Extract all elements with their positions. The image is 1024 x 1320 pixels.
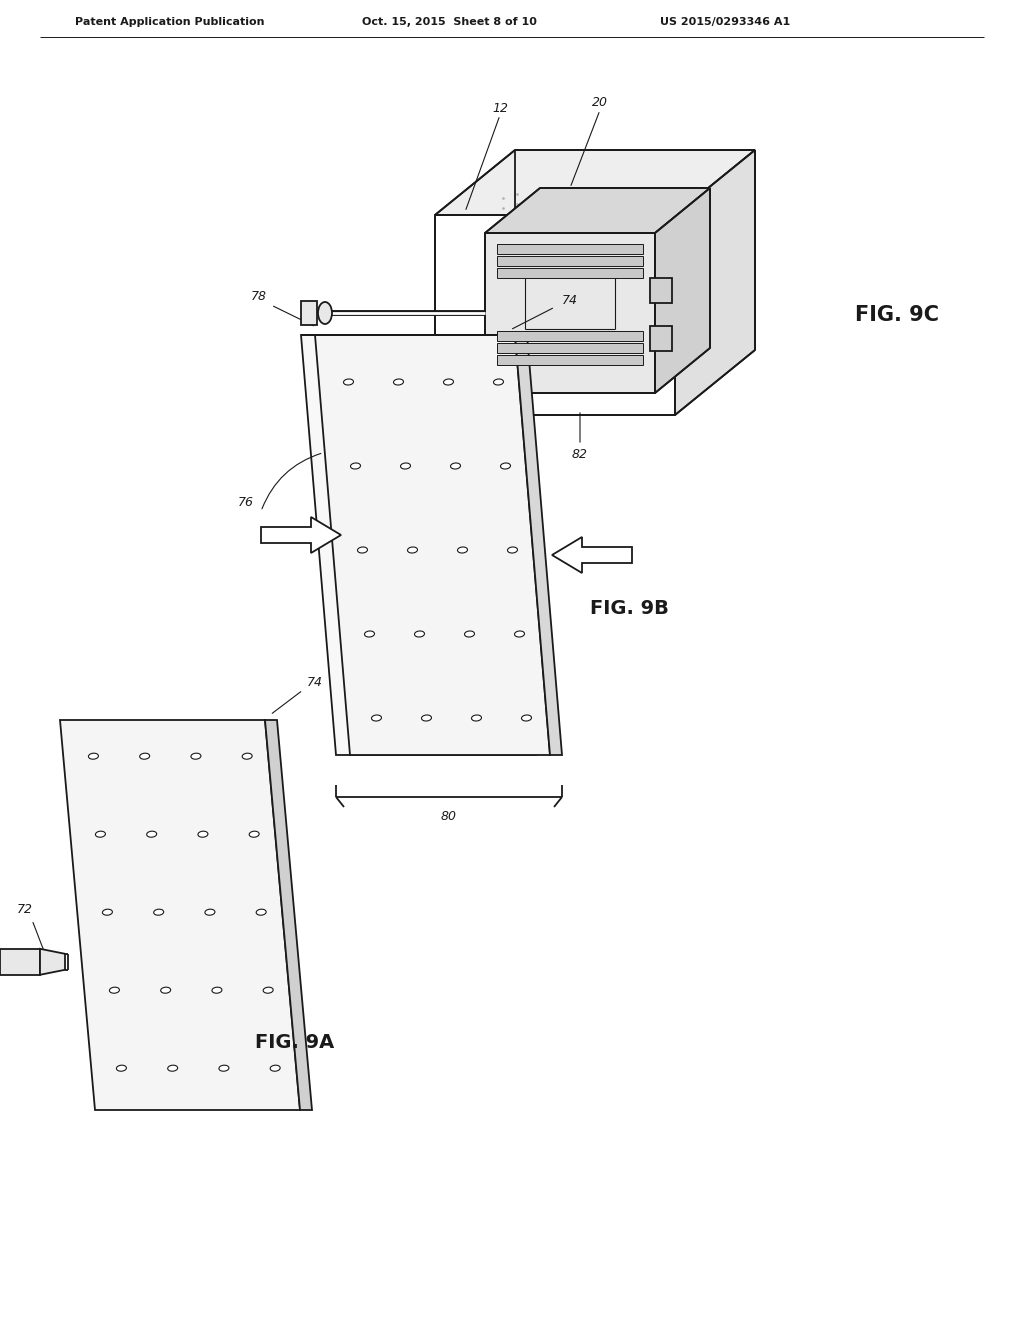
Polygon shape [650, 326, 672, 351]
Ellipse shape [408, 546, 418, 553]
Ellipse shape [357, 546, 368, 553]
Ellipse shape [205, 909, 215, 915]
Ellipse shape [95, 832, 105, 837]
Text: 74: 74 [562, 293, 578, 306]
Polygon shape [497, 343, 643, 352]
Text: 76: 76 [238, 496, 254, 510]
Text: Patent Application Publication: Patent Application Publication [75, 17, 264, 26]
Text: Oct. 15, 2015  Sheet 8 of 10: Oct. 15, 2015 Sheet 8 of 10 [362, 17, 537, 26]
Ellipse shape [343, 379, 353, 385]
Polygon shape [515, 335, 562, 755]
Polygon shape [435, 150, 755, 215]
Ellipse shape [501, 463, 511, 469]
Text: FIG. 9A: FIG. 9A [255, 1032, 335, 1052]
Polygon shape [497, 355, 643, 366]
Ellipse shape [365, 631, 375, 638]
Polygon shape [265, 719, 312, 1110]
Polygon shape [552, 537, 632, 573]
Ellipse shape [249, 832, 259, 837]
Ellipse shape [263, 987, 273, 993]
Ellipse shape [139, 754, 150, 759]
Text: FIG. 9B: FIG. 9B [590, 598, 669, 618]
Text: 82: 82 [572, 449, 588, 462]
Ellipse shape [212, 987, 222, 993]
Ellipse shape [243, 754, 252, 759]
Ellipse shape [422, 715, 431, 721]
Polygon shape [675, 150, 755, 414]
Polygon shape [655, 187, 710, 393]
Text: US 2015/0293346 A1: US 2015/0293346 A1 [660, 17, 791, 26]
Polygon shape [315, 335, 550, 755]
Ellipse shape [117, 1065, 126, 1072]
Polygon shape [497, 331, 643, 341]
Ellipse shape [393, 379, 403, 385]
Ellipse shape [443, 379, 454, 385]
Polygon shape [40, 949, 65, 974]
Ellipse shape [161, 987, 171, 993]
Ellipse shape [219, 1065, 229, 1072]
Ellipse shape [465, 631, 474, 638]
Ellipse shape [400, 463, 411, 469]
Text: 74: 74 [307, 676, 323, 689]
Polygon shape [650, 279, 672, 304]
Ellipse shape [318, 302, 332, 323]
Ellipse shape [508, 546, 517, 553]
Ellipse shape [256, 909, 266, 915]
Ellipse shape [198, 832, 208, 837]
Polygon shape [485, 234, 655, 393]
Ellipse shape [270, 1065, 281, 1072]
Polygon shape [497, 268, 643, 279]
Text: 80: 80 [441, 810, 457, 824]
Text: FIG. 9C: FIG. 9C [855, 305, 939, 325]
Polygon shape [301, 335, 536, 755]
Text: 20: 20 [592, 95, 608, 108]
Ellipse shape [110, 987, 120, 993]
Polygon shape [485, 187, 710, 234]
Polygon shape [0, 949, 40, 974]
Ellipse shape [458, 546, 468, 553]
Ellipse shape [168, 1065, 177, 1072]
Text: 78: 78 [251, 290, 267, 304]
Polygon shape [60, 719, 300, 1110]
FancyArrowPatch shape [262, 454, 321, 508]
Ellipse shape [190, 754, 201, 759]
Ellipse shape [521, 715, 531, 721]
Ellipse shape [146, 832, 157, 837]
Polygon shape [497, 256, 643, 267]
Ellipse shape [372, 715, 382, 721]
Ellipse shape [451, 463, 461, 469]
Ellipse shape [154, 909, 164, 915]
Polygon shape [497, 244, 643, 253]
Ellipse shape [494, 379, 504, 385]
Ellipse shape [415, 631, 425, 638]
Bar [301, 301, 317, 325]
Ellipse shape [102, 909, 113, 915]
Ellipse shape [514, 631, 524, 638]
Ellipse shape [88, 754, 98, 759]
Text: 72: 72 [17, 903, 33, 916]
Text: 12: 12 [492, 102, 508, 115]
Ellipse shape [471, 715, 481, 721]
Polygon shape [435, 215, 675, 414]
Polygon shape [261, 517, 341, 553]
Ellipse shape [350, 463, 360, 469]
